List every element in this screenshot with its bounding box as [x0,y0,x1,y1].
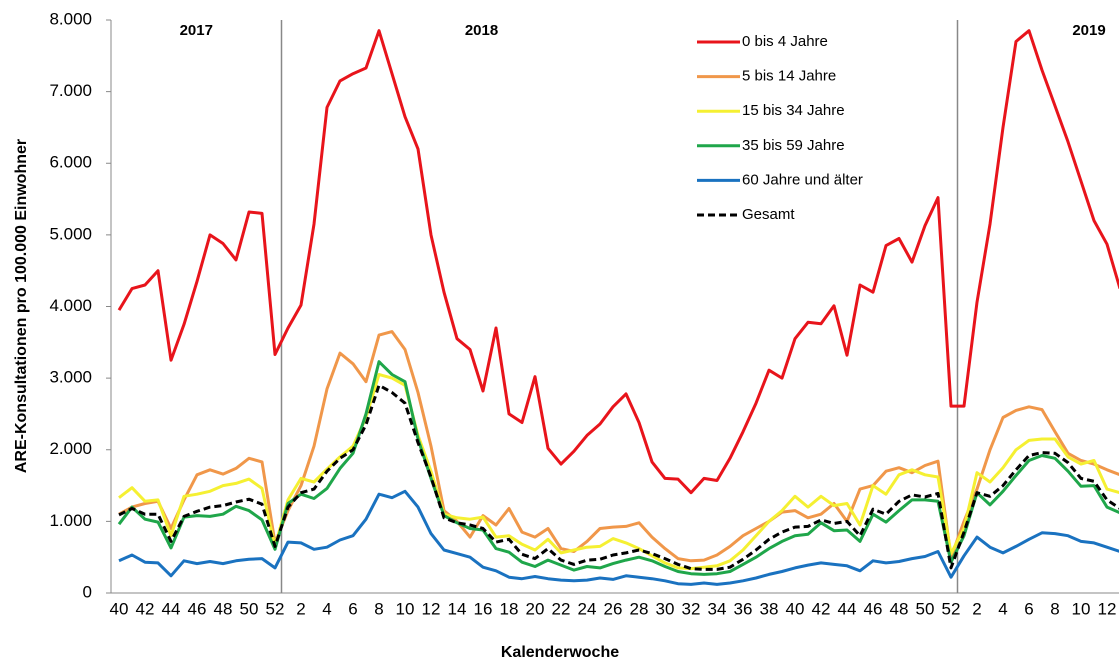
x-tick-label: 4 [322,599,331,618]
x-tick-label: 42 [812,599,831,618]
x-tick-label: 26 [604,599,623,618]
x-tick-label: 8 [374,599,383,618]
x-tick-label: 52 [942,599,961,618]
x-tick-label: 38 [760,599,779,618]
x-tick-label: 6 [348,599,357,618]
x-tick-label: 2 [972,599,981,618]
x-tick-label: 36 [734,599,753,618]
x-tick-label: 16 [474,599,493,618]
x-tick-label: 34 [708,599,727,618]
x-tick-label: 14 [448,599,467,618]
year-label: 2019 [1072,22,1105,39]
y-tick-label: 6.000 [49,153,92,172]
year-label: 2018 [465,22,498,39]
x-tick-label: 40 [110,599,129,618]
series-line [118,373,1119,571]
x-tick-label: 44 [838,599,857,618]
x-tick-label: 50 [916,599,935,618]
legend-label: 5 bis 14 Jahre [742,68,836,85]
x-tick-label: 46 [864,599,883,618]
year-label: 2017 [180,22,213,39]
x-tick-label: 46 [188,599,207,618]
x-tick-label: 4 [998,599,1007,618]
y-tick-label: 2.000 [49,439,92,458]
y-tick-label: 7.000 [49,81,92,100]
x-tick-label: 40 [786,599,805,618]
x-tick-label: 50 [240,599,259,618]
y-tick-label: 5.000 [49,224,92,243]
legend-label: 0 bis 4 Jahre [742,33,828,50]
series-line [117,360,1119,576]
legend-label: 15 bis 34 Jahre [742,102,845,119]
x-tick-label: 2 [296,599,305,618]
x-tick-label: 42 [136,599,155,618]
x-tick-label: 32 [682,599,701,618]
x-tick-label: 52 [266,599,285,618]
legend-label: 35 bis 59 Jahre [742,137,845,154]
x-tick-label: 44 [162,599,181,618]
x-tick-label: 10 [396,599,415,618]
x-tick-label: 8 [1050,599,1059,618]
series-line [117,29,1119,495]
x-axis-label: Kalenderwoche [501,644,619,661]
y-tick-label: 1.000 [49,511,92,530]
x-tick-label: 48 [890,599,909,618]
y-tick-label: 4.000 [49,296,92,315]
x-tick-label: 18 [500,599,519,618]
x-tick-label: 10 [1072,599,1091,618]
x-tick-label: 24 [578,599,597,618]
x-tick-label: 30 [656,599,675,618]
legend-label: Gesamt [742,206,795,223]
legend-label: 60 Jahre und älter [742,171,863,188]
y-tick-label: 0 [83,582,92,601]
x-tick-label: 12 [1098,599,1117,618]
x-tick-label: 48 [214,599,233,618]
x-tick-label: 28 [630,599,649,618]
y-axis-label: ARE-Konsultationen pro 100.000 Einwohner [13,139,30,473]
x-tick-label: 22 [552,599,571,618]
series-line [118,489,1119,586]
y-tick-label: 3.000 [49,368,92,387]
x-tick-label: 12 [422,599,441,618]
x-tick-label: 20 [526,599,545,618]
x-tick-label: 6 [1024,599,1033,618]
y-tick-label: 8.000 [49,9,92,28]
